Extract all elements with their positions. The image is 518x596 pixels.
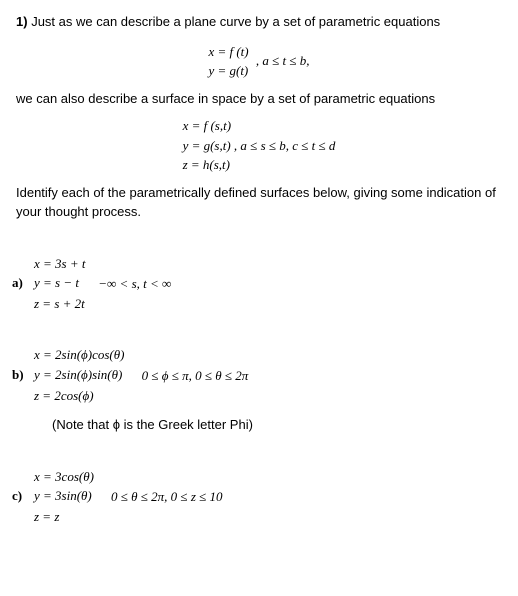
part-c-eq1: x = 3cos(θ) <box>34 467 223 487</box>
part-b-domain: 0 ≤ ϕ ≤ π, 0 ≤ θ ≤ 2π <box>142 366 249 386</box>
eq2-line1: x = f (s,t) <box>183 116 336 136</box>
eq1-line2: y = g(t) <box>208 61 248 81</box>
equation-block-2: x = f (s,t) y = g(s,t) , a ≤ s ≤ b, c ≤ … <box>16 116 502 175</box>
part-a-label: a) <box>12 273 23 293</box>
part-a-eq1: x = 3s + t <box>34 254 171 274</box>
intro-text-2: we can also describe a surface in space … <box>16 89 502 109</box>
eq2-line2: y = g(s,t) , a ≤ s ≤ b, c ≤ t ≤ d <box>183 136 336 156</box>
part-c: x = 3cos(θ) c) y = 3sin(θ) 0 ≤ θ ≤ 2π, 0… <box>16 467 502 527</box>
part-b-eq2: y = 2sin(ϕ)sin(θ) <box>34 367 122 382</box>
eq1-domain: , a ≤ t ≤ b, <box>256 51 310 71</box>
part-a-eq2: y = s − t <box>34 275 79 290</box>
question-number: 1) <box>16 14 28 29</box>
part-b-label: b) <box>12 365 24 385</box>
eq2-line3: z = h(s,t) <box>183 155 336 175</box>
eq1-line1: x = f (t) <box>208 42 248 62</box>
part-b-note: (Note that ϕ is the Greek letter Phi) <box>34 415 502 435</box>
instruction-text: Identify each of the parametrically defi… <box>16 183 502 222</box>
part-c-eq2: y = 3sin(θ) <box>34 488 92 503</box>
part-a-domain: −∞ < s, t < ∞ <box>98 274 171 294</box>
part-a-eq3: z = s + 2t <box>34 294 171 314</box>
question-intro: 1) Just as we can describe a plane curve… <box>16 12 502 32</box>
part-c-domain: 0 ≤ θ ≤ 2π, 0 ≤ z ≤ 10 <box>111 487 223 507</box>
intro-text-1: Just as we can describe a plane curve by… <box>31 14 440 29</box>
part-c-eq3: z = z <box>34 507 223 527</box>
part-b-eq1: x = 2sin(ϕ)cos(θ) <box>34 345 248 365</box>
equation-block-1: x = f (t) y = g(t) , a ≤ t ≤ b, <box>16 42 502 81</box>
part-c-label: c) <box>12 486 22 506</box>
part-a: x = 3s + t a) y = s − t −∞ < s, t < ∞ z … <box>16 254 502 314</box>
part-b: x = 2sin(ϕ)cos(θ) b) y = 2sin(ϕ)sin(θ) 0… <box>16 345 502 434</box>
part-b-eq3: z = 2cos(ϕ) <box>34 386 248 406</box>
